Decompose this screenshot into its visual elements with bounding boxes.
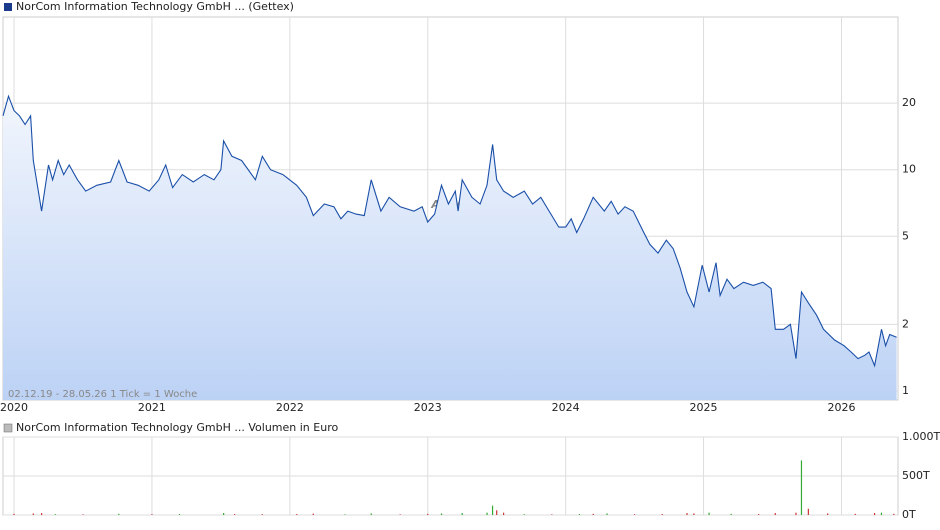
- volume-bar: [118, 513, 120, 515]
- volume-bar: [223, 513, 225, 515]
- x-tick-label: 2021: [138, 401, 166, 414]
- volume-bar: [41, 513, 43, 515]
- volume-bar: [578, 514, 581, 515]
- volume-bar: [178, 514, 181, 515]
- y-tick-label: 1: [902, 384, 909, 397]
- volume-bar: [502, 512, 505, 515]
- volume-bar: [730, 513, 732, 515]
- volume-bar: [151, 514, 153, 515]
- volume-bar: [54, 514, 57, 515]
- x-tick-label: 2023: [414, 401, 442, 414]
- volume-bar: [880, 512, 883, 515]
- x-tick-label: 2022: [276, 401, 304, 414]
- chart-title: NorCom Information Technology GmbH ... (…: [16, 0, 294, 13]
- legend-swatch: [4, 3, 12, 11]
- volume-bar: [708, 512, 710, 515]
- y-tick-label: 10: [902, 163, 916, 176]
- volume-bar: [873, 513, 876, 515]
- date-range-note: 02.12.19 - 28.05.26 1 Tick = 1 Woche: [8, 389, 197, 400]
- y-tick-label: 5: [902, 229, 909, 242]
- volume-bar: [486, 512, 488, 515]
- volume-bar: [32, 513, 34, 515]
- volume-bar: [774, 513, 776, 515]
- volume-bar: [261, 514, 263, 515]
- volume-bar: [82, 514, 84, 515]
- volume-bar: [312, 513, 314, 515]
- x-tick-label: 2020: [0, 401, 28, 414]
- y-tick-label: 2: [902, 317, 909, 330]
- price-area: [3, 96, 897, 400]
- volume-bar: [296, 514, 298, 515]
- volume-bar: [693, 513, 695, 515]
- volume-bar: [523, 514, 525, 515]
- y-tick-label: 500T: [902, 469, 930, 482]
- volume-bar: [854, 513, 856, 515]
- volume-bar: [800, 460, 803, 515]
- x-tick-label: 2026: [827, 401, 855, 414]
- volume-bar: [795, 512, 797, 515]
- y-tick-label: 1.000T: [902, 430, 940, 443]
- legend-swatch: [3, 423, 13, 433]
- volume-bar: [399, 514, 401, 515]
- volume-bar: [440, 513, 443, 515]
- volume-bar: [686, 513, 688, 515]
- volume-bar: [661, 514, 663, 515]
- y-tick-label: 0T: [902, 508, 916, 521]
- volume-bar: [344, 514, 346, 515]
- volume-bar: [551, 514, 553, 515]
- x-tick-label: 2024: [552, 401, 580, 414]
- volume-bar: [827, 513, 829, 515]
- y-tick-label: 20: [902, 96, 916, 109]
- volume-bar: [13, 513, 15, 515]
- volume-bar: [592, 513, 594, 515]
- volume-bar: [427, 513, 429, 515]
- volume-bar: [370, 513, 372, 515]
- volume-bar: [634, 514, 636, 515]
- price-line: [2, 94, 897, 368]
- volume-bar: [758, 514, 760, 515]
- x-tick-label: 2025: [690, 401, 718, 414]
- volume-bar: [807, 508, 809, 515]
- volume-bar: [893, 513, 895, 515]
- chart-title: NorCom Information Technology GmbH ... V…: [16, 421, 338, 434]
- volume-bar: [606, 513, 608, 515]
- volume-bar: [234, 514, 236, 515]
- volume-bar: [491, 505, 494, 515]
- volume-bar: [461, 513, 463, 515]
- volume-bar: [496, 510, 498, 515]
